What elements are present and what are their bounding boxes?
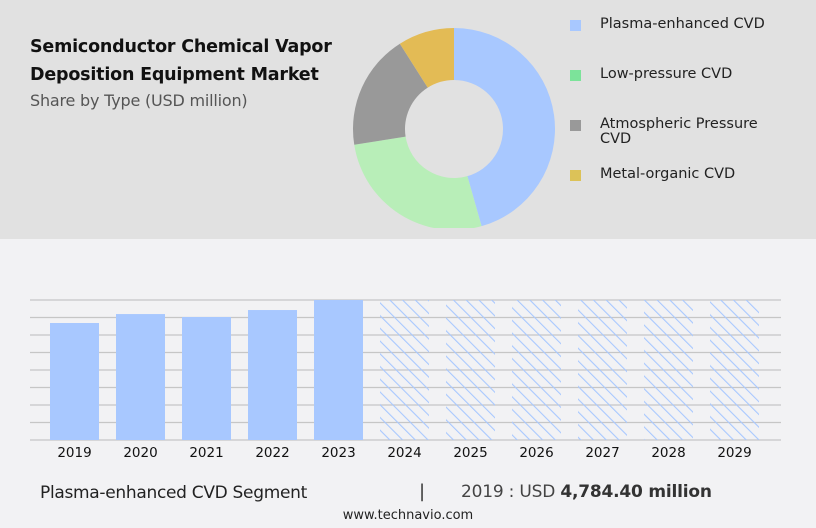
bar-2024 — [380, 300, 429, 440]
legend-swatch — [570, 70, 581, 81]
bar-2023 — [314, 300, 363, 440]
donut-slice — [354, 136, 482, 228]
subtitle: Share by Type (USD million) — [30, 91, 248, 110]
page-title: Semiconductor Chemical Vapor Deposition … — [30, 33, 332, 89]
value-amount: 4,784.40 million — [560, 482, 712, 502]
source-url: www.technavio.com — [342, 508, 474, 523]
x-tick-label: 2029 — [717, 445, 752, 461]
donut-slice — [399, 28, 454, 88]
x-tick-label: 2025 — [453, 445, 488, 461]
bar-2021 — [182, 316, 231, 440]
legend-label: Atmospheric Pressure CVD — [600, 116, 758, 147]
legend-swatch — [570, 170, 581, 181]
bars — [50, 300, 759, 440]
title-line-2: Deposition Equipment Market — [30, 65, 319, 85]
legend-label: Metal-organic CVD — [600, 166, 736, 182]
legend-swatch — [570, 120, 581, 131]
x-tick-label: 2020 — [123, 445, 158, 461]
value-prefix: 2019 : USD — [461, 482, 561, 502]
legend-label: Low-pressure CVD — [600, 66, 733, 82]
bar-2028 — [644, 300, 693, 440]
segment-value: 2019 : USD 4,784.40 million — [461, 482, 712, 502]
x-tick-label: 2019 — [57, 445, 92, 461]
donut-chart — [353, 28, 556, 228]
header-panel: Semiconductor Chemical Vapor Deposition … — [0, 0, 816, 239]
bar-2020 — [116, 314, 165, 440]
x-tick-label: 2026 — [519, 445, 554, 461]
separator: | — [419, 481, 426, 502]
x-tick-label: 2023 — [321, 445, 356, 461]
x-tick-label: 2027 — [585, 445, 620, 461]
donut-slice — [454, 28, 556, 227]
bar-2029 — [710, 300, 759, 440]
bar-2022 — [248, 310, 297, 440]
legend-swatch — [570, 20, 581, 31]
bar-2027 — [578, 300, 627, 440]
x-tick-label: 2028 — [651, 445, 686, 461]
x-tick-label: 2021 — [189, 445, 224, 461]
legend-label: Plasma-enhanced CVD — [600, 16, 765, 32]
x-tick-label: 2024 — [387, 445, 422, 461]
bar-2025 — [446, 300, 495, 440]
title-line-1: Semiconductor Chemical Vapor — [30, 37, 332, 57]
segment-label: Plasma-enhanced CVD Segment — [40, 483, 307, 503]
x-tick-label: 2022 — [255, 445, 290, 461]
bar-2026 — [512, 300, 561, 440]
donut-slice — [353, 43, 428, 145]
bar-2019 — [50, 323, 99, 440]
